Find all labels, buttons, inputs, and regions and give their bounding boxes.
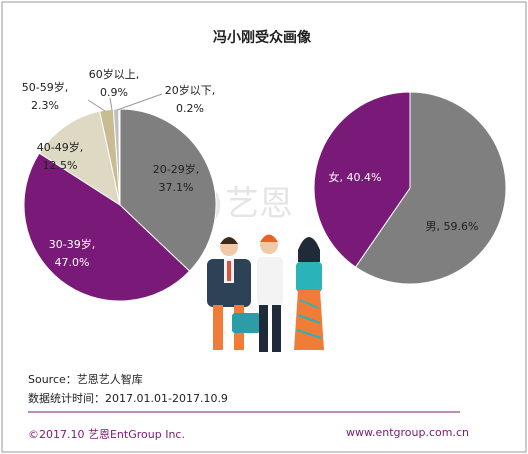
pie-slice [38, 110, 121, 207]
slice-category: 20岁以下 [165, 84, 216, 97]
slice-label: 女 40.4% [329, 169, 382, 187]
slice-category: 20-29岁 [153, 163, 199, 176]
slice-category: 50-59岁 [22, 81, 68, 94]
footer-left: ©2017.10 艺恩EntGroup Inc. [28, 428, 185, 441]
pie-slice [23, 152, 191, 302]
footer-right: www.entgroup.com.cn [346, 426, 469, 439]
slice-label: 60岁以上 0.9% [89, 66, 140, 102]
slice-label: 20岁以下 0.2% [165, 82, 216, 118]
slice-label: 男 59.6% [426, 218, 479, 236]
slice-category: 女 [329, 171, 344, 184]
svg-text:艺恩: 艺恩 [225, 184, 293, 224]
slice-category: 30-39岁 [49, 238, 95, 251]
slice-value: 47.0% [54, 256, 90, 269]
slice-value: 12.5% [42, 159, 78, 172]
slice-value: 40.4% [346, 171, 382, 184]
slice-value: 0.2% [176, 102, 204, 115]
people-illustration [207, 234, 324, 352]
slice-category: 60岁以上 [89, 68, 140, 81]
slice-value: 0.9% [100, 86, 128, 99]
slice-value: 59.6% [443, 220, 479, 233]
pie-slice [354, 91, 507, 285]
slice-label: 50-59岁 2.3% [22, 79, 68, 115]
date-range: 数据统计时间：2017.01.01-2017.10.9 [28, 392, 228, 405]
slice-value: 37.1% [158, 181, 194, 194]
source: Source：艺恩艺人智库 [28, 373, 143, 386]
slice-value: 2.3% [31, 99, 59, 112]
leader-lines [87, 93, 163, 112]
slice-category: 40-49岁 [37, 141, 83, 154]
pie-slice [119, 108, 217, 272]
slice-category: 男 [426, 220, 441, 233]
chart-title: 冯小刚受众画像 [213, 29, 312, 46]
pie-slice [313, 91, 411, 268]
slice-label: 30-39岁 47.0% [49, 236, 95, 272]
slice-label: 40-49岁 12.5% [37, 139, 83, 175]
slice-label: 20-29岁 37.1% [153, 161, 199, 197]
